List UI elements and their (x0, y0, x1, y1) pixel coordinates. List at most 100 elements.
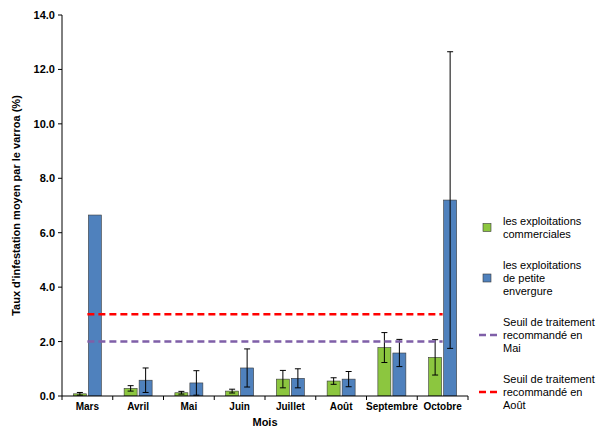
threshold-line (87, 313, 442, 316)
y-tick-label: 2.0 (40, 336, 55, 348)
legend-line: commerciales (503, 228, 571, 240)
error-cap (280, 387, 286, 388)
legend: les exploitationscommercialesles exploit… (479, 215, 595, 411)
legend-line: Seuil de traitement (503, 373, 595, 385)
threshold-line (87, 340, 442, 343)
error-cap (143, 367, 149, 368)
x-axis-title: Mois (252, 416, 277, 428)
x-tick (62, 396, 63, 400)
x-tick-label: Juin (229, 401, 250, 412)
error-cap (432, 339, 438, 340)
error-cap (244, 348, 250, 349)
x-tick (315, 396, 316, 400)
x-tick (214, 396, 215, 400)
x-tick-label: Mai (181, 401, 198, 412)
error-line (384, 333, 385, 363)
error-cap (295, 387, 301, 388)
error-cap (178, 391, 184, 392)
error-bar (432, 340, 438, 375)
x-tick (468, 396, 469, 400)
error-cap (178, 394, 184, 395)
y-tick (58, 232, 62, 233)
error-bar (143, 368, 149, 392)
error-cap (396, 339, 402, 340)
legend-swatch (483, 224, 491, 232)
error-cap (280, 370, 286, 371)
y-tick-label: 4.0 (40, 281, 55, 293)
error-bar (396, 339, 402, 366)
y-tick (58, 15, 62, 16)
y-tick (58, 396, 62, 397)
error-cap (143, 392, 149, 393)
y-tick (58, 341, 62, 342)
error-cap (193, 370, 199, 371)
error-bar (280, 370, 286, 387)
error-bar (178, 391, 184, 394)
error-bar (128, 386, 134, 391)
error-cap (346, 386, 352, 387)
error-bar (193, 371, 199, 395)
error-line (282, 370, 283, 387)
y-tick (58, 123, 62, 124)
chart: 0.02.04.06.08.010.012.014.0MarsAvrilMaiJ… (0, 0, 603, 442)
y-tick (58, 178, 62, 179)
error-line (145, 368, 146, 392)
error-cap (381, 362, 387, 363)
error-bar (229, 389, 235, 393)
legend-line: Mai (503, 342, 521, 354)
y-tick-label: 6.0 (40, 227, 55, 239)
legend-swatch (483, 274, 491, 282)
legend-line: recommandé en (503, 386, 583, 398)
y-tick-label: 0.0 (40, 390, 55, 402)
error-line (232, 389, 233, 393)
error-cap (447, 348, 453, 349)
legend-line: les exploitations (503, 259, 582, 271)
legend-label: les exploitationscommerciales (503, 215, 582, 240)
legend-line: Août (503, 399, 526, 411)
error-line (247, 349, 248, 387)
x-tick (112, 396, 113, 400)
error-line (399, 339, 400, 366)
y-axis (62, 15, 63, 396)
error-line (333, 378, 334, 385)
error-cap (381, 332, 387, 333)
legend-swatch (479, 334, 499, 337)
bar (88, 215, 101, 396)
y-tick (58, 287, 62, 288)
y-tick (58, 69, 62, 70)
error-cap (229, 393, 235, 394)
error-cap (128, 391, 134, 392)
x-tick (417, 396, 418, 400)
error-cap (331, 377, 337, 378)
error-cap (396, 366, 402, 367)
y-tick-label: 14.0 (34, 9, 55, 21)
error-line (348, 372, 349, 387)
legend-line: de petite (503, 272, 545, 284)
error-line (297, 369, 298, 388)
x-axis (62, 396, 468, 397)
x-tick-label: Mars (76, 401, 100, 412)
legend-swatch (479, 391, 499, 394)
error-bar (331, 378, 337, 385)
error-cap (295, 368, 301, 369)
legend-line: Seuil de traitement (503, 316, 595, 328)
y-tick-label: 12.0 (34, 63, 55, 75)
error-line (435, 340, 436, 375)
x-tick (366, 396, 367, 400)
error-bar (346, 372, 352, 387)
legend-line: envergure (503, 285, 553, 297)
x-tick-label: Septembre (366, 401, 418, 412)
x-tick-label: Octobre (423, 401, 462, 412)
error-cap (244, 387, 250, 388)
error-cap (77, 392, 83, 393)
error-bar (447, 52, 453, 349)
legend-label: les exploitationsde petiteenvergure (503, 259, 582, 297)
error-cap (331, 384, 337, 385)
error-cap (346, 371, 352, 372)
x-tick (265, 396, 266, 400)
x-tick-label: Avril (127, 401, 149, 412)
x-tick (163, 396, 164, 400)
x-tick-label: Juillet (276, 401, 306, 412)
y-tick-label: 10.0 (34, 118, 55, 130)
x-tick-label: Août (330, 401, 353, 412)
